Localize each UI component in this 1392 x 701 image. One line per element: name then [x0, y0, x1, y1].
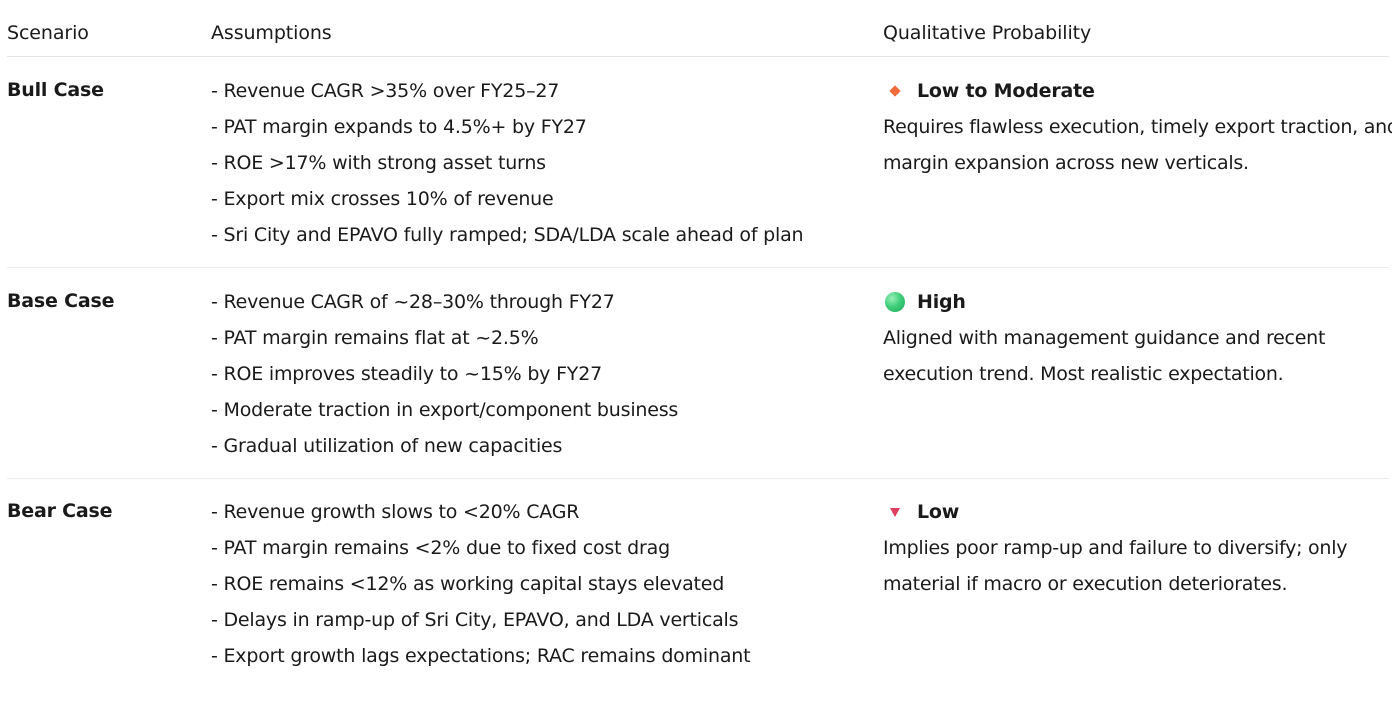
probability-label: Low: [917, 501, 960, 523]
assumption-item: - Revenue growth slows to <20% CAGR: [211, 501, 580, 523]
assumption-item: - Delays in ramp-up of Sri City, EPAVO, …: [211, 609, 739, 631]
header-scenario: Scenario: [7, 22, 89, 44]
probability-description-line: margin expansion across new verticals.: [883, 152, 1249, 174]
assumption-item: - ROE improves steadily to ~15% by FY27: [211, 363, 602, 385]
scenario-name: Bear Case: [7, 500, 113, 522]
header-assumptions: Assumptions: [211, 22, 332, 44]
probability-description-line: Requires flawless execution, timely expo…: [883, 116, 1392, 138]
table-header-row: Scenario Assumptions Qualitative Probabi…: [7, 0, 1389, 57]
assumptions-list: - Revenue CAGR >35% over FY25–27 - PAT m…: [211, 73, 804, 253]
header-probability: Qualitative Probability: [883, 22, 1092, 44]
assumption-item: - ROE >17% with strong asset turns: [211, 152, 546, 174]
orange-diamond-icon: [883, 79, 907, 103]
assumption-item: - Export growth lags expectations; RAC r…: [211, 645, 751, 667]
probability-description-line: execution trend. Most realistic expectat…: [883, 363, 1284, 385]
probability-description-line: Aligned with management guidance and rec…: [883, 327, 1326, 349]
assumption-item: - Sri City and EPAVO fully ramped; SDA/L…: [211, 224, 804, 246]
assumption-item: - Gradual utilization of new capacities: [211, 435, 563, 457]
probability-label: Low to Moderate: [917, 80, 1095, 102]
probability-heading: Low: [883, 494, 1392, 530]
probability-description-line: Implies poor ramp-up and failure to dive…: [883, 537, 1348, 559]
assumption-item: - PAT margin remains <2% due to fixed co…: [211, 537, 670, 559]
probability-heading: Low to Moderate: [883, 73, 1392, 109]
assumption-item: - Export mix crosses 10% of revenue: [211, 188, 554, 210]
probability-heading: High: [883, 284, 1392, 320]
table-row-bull-case: Bull Case - Revenue CAGR >35% over FY25–…: [7, 56, 1392, 268]
assumption-item: - Moderate traction in export/component …: [211, 399, 679, 421]
green-circle-icon: [883, 290, 907, 314]
probability-cell: Low to Moderate Requires flawless execut…: [883, 73, 1392, 181]
assumption-item: - PAT margin remains flat at ~2.5%: [211, 327, 539, 349]
probability-description-line: material if macro or execution deteriora…: [883, 573, 1288, 595]
scenario-name: Base Case: [7, 290, 115, 312]
assumptions-list: - Revenue growth slows to <20% CAGR - PA…: [211, 494, 751, 674]
assumption-item: - ROE remains <12% as working capital st…: [211, 573, 725, 595]
assumption-item: - PAT margin expands to 4.5%+ by FY27: [211, 116, 587, 138]
probability-cell: Low Implies poor ramp-up and failure to …: [883, 494, 1392, 602]
probability-label: High: [917, 291, 966, 313]
assumption-item: - Revenue CAGR of ~28–30% through FY27: [211, 291, 615, 313]
scenario-name: Bull Case: [7, 79, 104, 101]
probability-cell: High Aligned with management guidance an…: [883, 284, 1392, 392]
table-row-bear-case: Bear Case - Revenue growth slows to <20%…: [7, 478, 1389, 688]
assumptions-list: - Revenue CAGR of ~28–30% through FY27 -…: [211, 284, 678, 464]
red-down-triangle-icon: [883, 500, 907, 524]
assumption-item: - Revenue CAGR >35% over FY25–27: [211, 80, 560, 102]
table-row-base-case: Base Case - Revenue CAGR of ~28–30% thro…: [7, 267, 1389, 479]
